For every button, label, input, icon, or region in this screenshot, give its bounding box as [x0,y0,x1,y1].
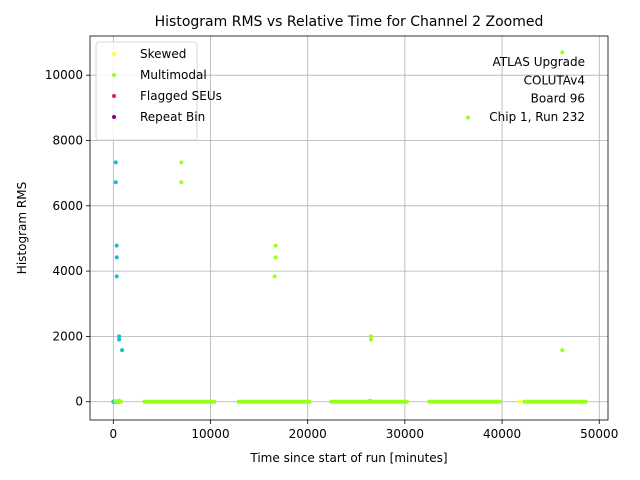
data-points [111,50,588,404]
data-point [114,274,119,279]
x-tick-label: 20000 [289,427,327,441]
data-point [179,160,184,165]
data-point [117,337,122,342]
data-point [119,399,124,404]
x-tick-label: 10000 [191,427,229,441]
x-tick-label: 0 [110,427,118,441]
chart-title: Histogram RMS vs Relative Time for Chann… [155,14,544,30]
data-point [560,348,565,353]
data-point [113,160,118,165]
data-point [117,334,122,339]
annotation-line: COLUTAv4 [524,73,585,87]
data-point [273,243,278,248]
data-point [272,274,277,279]
annotation-line: Board 96 [531,92,585,106]
legend-entry: Repeat Bin [140,110,205,124]
legend-marker [112,73,116,77]
y-tick-label: 0 [75,395,83,409]
y-tick-label: 2000 [52,329,83,343]
data-point [273,255,278,260]
legend-marker [112,94,116,98]
y-tick-label: 4000 [52,264,83,278]
legend-box [95,41,198,141]
y-tick-label: 6000 [52,199,83,213]
data-point [114,255,119,260]
legend-entry: Multimodal [140,68,207,82]
legend-entry: Flagged SEUs [140,89,222,103]
data-point [179,180,184,185]
annotation-line: Chip 1, Run 232 [489,110,585,124]
legend-entry: Skewed [140,47,186,61]
y-tick-label: 10000 [45,68,83,82]
data-point [368,337,373,342]
axis-ticks: 0 10000 20000 30000 40000 50000 0 2000 4000 6000 8… [45,68,619,441]
data-point [367,398,372,403]
x-tick-label: 40000 [483,427,521,441]
x-axis-label: Time since start of run [minutes] [249,451,447,465]
data-point [560,50,565,55]
annotation-block: ATLAS Upgrade COLUTAv4 Board 96 Chip 1, Run… [489,55,585,124]
data-point [517,399,522,404]
annotation-line: ATLAS Upgrade [492,55,585,69]
data-point [113,180,118,185]
legend: Skewed Multimodal Flagged SEUs Repeat Bin [95,41,222,141]
plot-frame [89,35,609,421]
x-tick-label: 30000 [386,427,424,441]
legend-marker [112,52,116,56]
x-tick-label: 50000 [580,427,618,441]
y-tick-label: 8000 [52,133,83,147]
data-point [368,334,373,339]
data-point [466,115,471,120]
y-axis-label: Histogram RMS [15,182,29,274]
legend-marker [112,115,116,119]
data-point [120,348,125,353]
data-point [114,243,119,248]
